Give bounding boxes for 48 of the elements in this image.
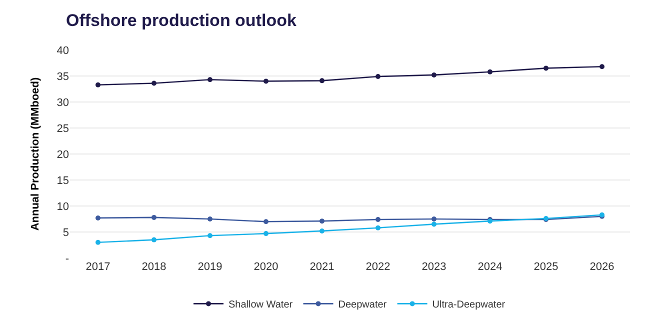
x-tick-label: 2024 bbox=[478, 261, 502, 273]
y-tick-label: 40 bbox=[56, 44, 69, 57]
point bbox=[208, 233, 212, 238]
legend-label: Deepwater bbox=[338, 300, 388, 311]
point bbox=[96, 215, 100, 220]
point bbox=[152, 214, 156, 220]
point bbox=[96, 82, 100, 88]
x-tick-label: 2026 bbox=[590, 261, 614, 273]
point bbox=[320, 218, 324, 224]
y-tick-label: 5 bbox=[62, 226, 69, 239]
point bbox=[432, 222, 436, 227]
point bbox=[544, 66, 548, 71]
y-tick-label: 10 bbox=[56, 200, 69, 213]
point bbox=[96, 240, 100, 245]
point bbox=[432, 72, 436, 78]
x-tick-label: 2017 bbox=[86, 261, 110, 273]
point bbox=[208, 77, 212, 82]
y-tick-label: 25 bbox=[56, 122, 69, 135]
point bbox=[376, 74, 380, 80]
point bbox=[488, 69, 492, 74]
point bbox=[320, 228, 324, 234]
y-axis-title: Annual Production (MMboed) bbox=[29, 76, 42, 231]
x-tick-label: 2019 bbox=[198, 261, 222, 273]
point bbox=[152, 237, 156, 242]
x-tick-label: 2023 bbox=[422, 261, 446, 273]
point bbox=[152, 80, 156, 86]
point bbox=[264, 219, 268, 224]
x-tick-label: 2018 bbox=[142, 261, 166, 273]
point bbox=[264, 231, 268, 236]
point bbox=[432, 216, 436, 222]
legend-label: Shallow Water bbox=[228, 300, 294, 311]
y-tick-label: - bbox=[65, 252, 70, 265]
point bbox=[208, 216, 212, 222]
point bbox=[376, 217, 380, 222]
chart-title: Offshore production outlook bbox=[66, 10, 297, 30]
point bbox=[320, 78, 324, 84]
x-tick-label: 2022 bbox=[366, 261, 390, 273]
y-tick-label: 30 bbox=[56, 96, 69, 109]
y-tick-label: 20 bbox=[56, 148, 69, 161]
point bbox=[600, 64, 604, 70]
point bbox=[376, 225, 380, 230]
x-tick-label: 2021 bbox=[310, 261, 334, 273]
y-tick-label: 35 bbox=[56, 70, 69, 83]
x-tick-label: 2020 bbox=[254, 261, 278, 273]
y-tick-label: 15 bbox=[56, 174, 69, 187]
point bbox=[264, 78, 268, 84]
legend-label: Ultra-Deepwater bbox=[432, 300, 506, 311]
x-tick-label: 2025 bbox=[534, 261, 558, 273]
